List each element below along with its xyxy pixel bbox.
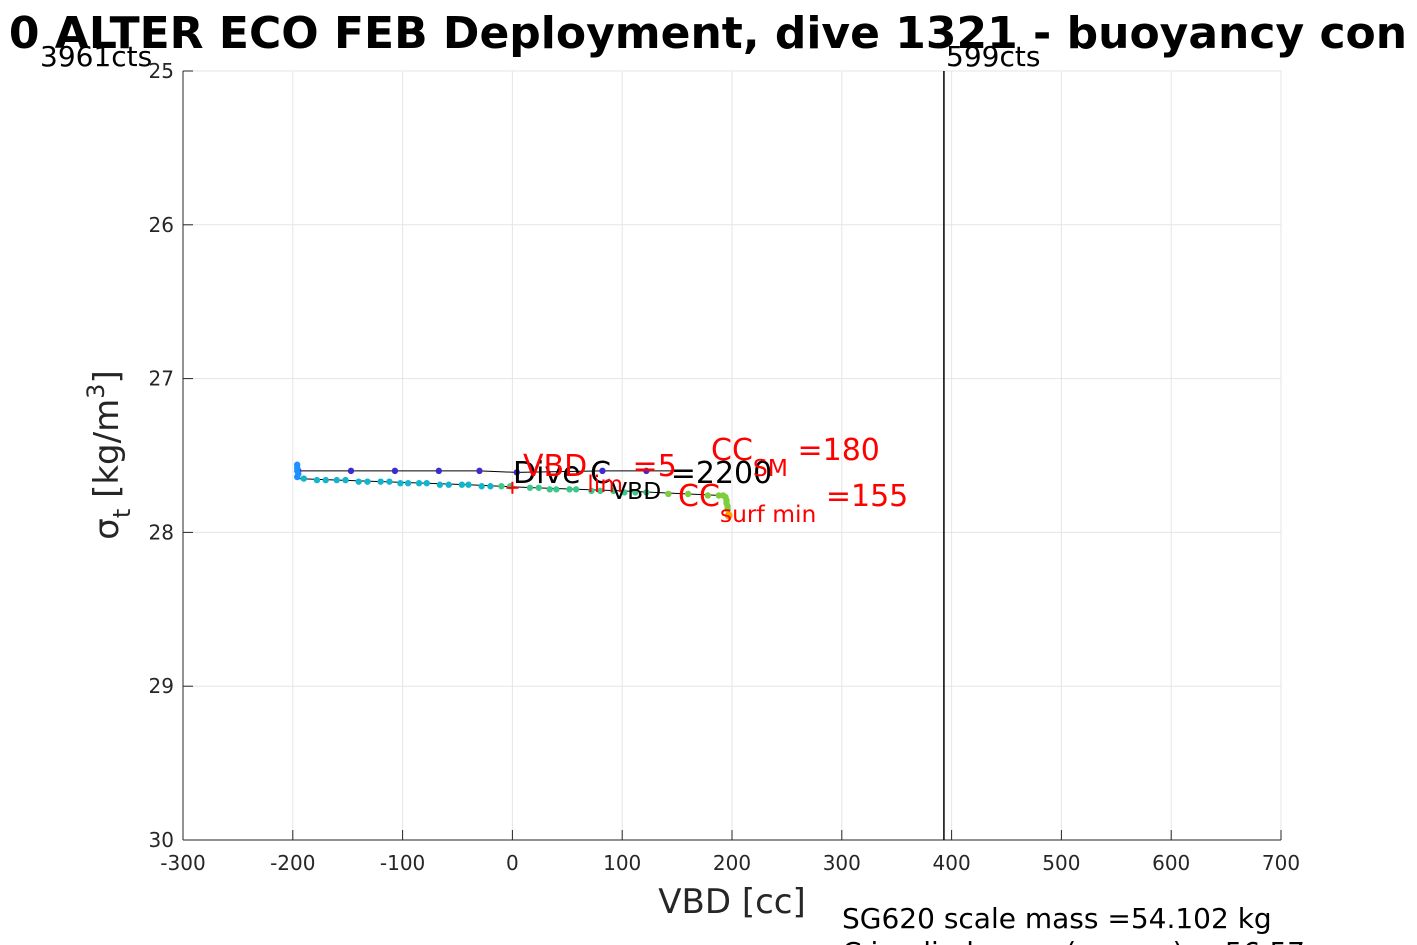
data-point [322,476,329,484]
data-point [566,486,573,493]
y-tick-label: 26 [149,213,174,237]
x-tick-label: -100 [380,851,425,875]
data-point [478,483,485,490]
x-tick-label: 500 [1042,851,1080,875]
data-point [610,487,617,495]
data-point [300,475,307,482]
surf-min-marker [724,511,733,520]
footer-line-2: C implied mass (approx) = 56.57 [842,936,1305,945]
data-point [588,487,595,495]
trace-line-upper [298,470,683,473]
svg-text:σt [kg/m3]: σt [kg/m3] [82,370,136,539]
x-tick-label: -300 [160,851,205,875]
dive-c-vbd-label: Dive CVBD =2200 [513,456,772,505]
y-tick-label: 25 [149,59,174,83]
data-point [364,478,371,485]
data-point [313,476,321,484]
axes [182,70,1282,841]
y-tick-label: 29 [149,674,174,698]
data-point [526,484,534,491]
data-point [436,481,444,488]
x-axis-label: VBD [cc] [658,882,806,922]
x-tick-label: 600 [1152,851,1190,875]
data-point [546,486,553,493]
data-point [621,489,628,496]
markers [506,481,733,520]
cc-sm-label: CCSM =180 [711,433,880,482]
data-point [715,492,723,499]
data-point [599,467,606,475]
data-point [487,483,494,490]
x-tick-label: 200 [713,851,751,875]
data-point [553,486,560,493]
data-point [597,487,604,495]
counts-left: 3961cts [40,40,152,73]
data-point [377,478,384,485]
data-point [293,473,301,481]
data-point [643,467,650,475]
data-point [704,492,712,499]
counts-right: 599cts [946,40,1040,73]
data-point [465,481,472,488]
data-point [572,486,580,493]
data-point [476,467,483,475]
data-point [423,479,430,487]
data-point [404,479,412,487]
data-point [445,481,452,488]
x-tick-label: 400 [933,851,971,875]
data-point [665,490,672,498]
vbd-lim-label: VBDlim =5 [523,449,677,498]
x-tick-label: 700 [1262,851,1300,875]
data-point [498,483,505,490]
data-point [435,467,443,475]
data-point [458,481,466,488]
data-point [386,478,393,485]
data-point [513,469,520,476]
cc-surf-min-label: CCsurf min =155 [678,479,908,528]
y-tick-label: 27 [149,367,174,391]
data-points [293,461,731,513]
x-tick-label: 300 [823,851,861,875]
y-tick-labels: 25 26 27 28 29 30 [149,59,174,852]
y-axis-label: σt [kg/m3] [82,370,136,539]
data-point [333,476,340,484]
x-tick-label: 100 [603,851,641,875]
data-point [632,489,639,496]
data-point [415,479,423,487]
chart-title: 0 ALTER ECO FEB Deployment, dive 1321 - … [9,8,1407,59]
data-point [643,489,650,496]
grid [182,70,1282,841]
data-point [391,467,399,475]
data-point [535,484,542,491]
y-tick-label: 28 [149,520,174,544]
data-point [724,506,731,513]
x-tick-labels: -300 -200 -100 0 100 200 300 400 500 600 700 [160,851,1300,875]
y-tick-label: 30 [149,828,174,852]
data-point [684,490,692,498]
x-tick-label: 0 [506,851,519,875]
data-point [347,467,355,475]
x-tick-label: -200 [270,851,315,875]
data-point [397,479,404,487]
data-point [342,476,349,484]
data-point [355,478,362,485]
footer-line-1: SG620 scale mass =54.102 kg [842,902,1272,935]
